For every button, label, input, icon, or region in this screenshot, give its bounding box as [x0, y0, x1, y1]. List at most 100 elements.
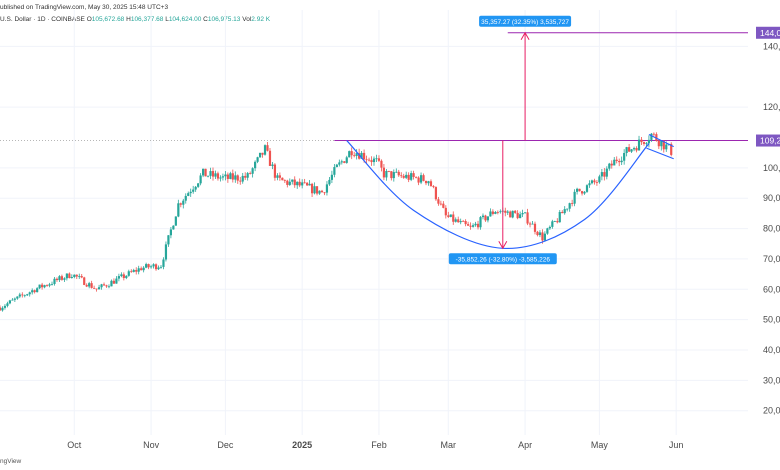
candle-body: [45, 285, 49, 286]
candle-body: [8, 300, 12, 304]
candle-body: [258, 152, 262, 158]
candle-body: [590, 180, 594, 184]
candle-body: [372, 158, 376, 163]
candle-body: [345, 157, 348, 163]
current-price-tag-box: [756, 134, 780, 147]
candle-body: [526, 212, 529, 224]
candle-body: [137, 268, 140, 272]
candle-body: [211, 171, 215, 177]
candle-body: [489, 211, 492, 217]
candle-body: [380, 160, 383, 168]
candle-body: [566, 208, 569, 210]
y-tick-label: 120,0: [763, 102, 780, 112]
candle-body: [400, 175, 403, 177]
cup-curve: [346, 140, 650, 249]
x-tick-label: Mar: [441, 440, 457, 450]
candle-body: [603, 172, 606, 177]
y-tick-label: 20,00: [763, 406, 780, 416]
candle-body: [244, 175, 247, 178]
candle-body: [474, 223, 477, 226]
candle-body: [412, 173, 415, 177]
candle-body: [469, 225, 472, 227]
candle-body: [355, 153, 358, 156]
candle-body: [132, 270, 135, 272]
candle-body: [214, 173, 217, 177]
y-tick-label: 90,00: [763, 193, 780, 203]
candle-body: [650, 133, 653, 140]
candle-body: [580, 191, 584, 194]
candle-body: [395, 171, 398, 173]
candle-body: [392, 172, 395, 179]
candle-body: [494, 212, 497, 214]
candle-body: [303, 182, 306, 184]
candle-body: [652, 133, 655, 135]
candle-body: [95, 288, 98, 290]
handle-upper-line: [648, 133, 674, 148]
candle-body: [568, 203, 571, 209]
measurement-overlays: -35,852.26 (-32.80%) -3,585,226 35,357.27…: [346, 15, 674, 265]
x-tick-label: Apr: [518, 440, 532, 450]
candle-body: [521, 213, 524, 215]
candle-body: [293, 179, 296, 186]
candle-body: [575, 188, 579, 192]
high-value: 106,377.68: [130, 16, 164, 23]
candle-body: [442, 203, 445, 208]
candle-body: [179, 203, 182, 205]
candle-body: [407, 174, 410, 180]
candle-body: [328, 179, 331, 185]
candle-body: [102, 284, 106, 286]
candle-body: [340, 161, 343, 163]
candle-body: [595, 182, 599, 184]
x-tick-label: May: [591, 440, 609, 450]
grid-lines: [0, 10, 748, 435]
candle-body: [93, 287, 96, 289]
candle-body: [249, 173, 252, 174]
candle-body: [90, 283, 93, 288]
candle-body: [519, 214, 522, 219]
candle-body: [60, 276, 64, 280]
candle-body: [662, 140, 665, 150]
candle-body: [63, 278, 66, 280]
candle-body: [33, 290, 36, 293]
candle-body: [120, 274, 123, 277]
candle-body: [563, 209, 566, 214]
candle-body: [169, 229, 173, 236]
candle-body: [231, 173, 234, 180]
symbol-info: U.S. Dollar · 1D · COINBASE: [0, 16, 85, 23]
candle-body: [315, 186, 319, 194]
candle-body: [13, 298, 16, 300]
candle-body: [65, 273, 68, 279]
candle-body: [263, 145, 267, 155]
candle-body: [637, 139, 641, 151]
x-tick-label: Nov: [143, 440, 160, 450]
candle-body: [18, 294, 21, 297]
candle-body: [556, 221, 559, 223]
candle-body: [454, 219, 457, 222]
candle-body: [97, 287, 101, 290]
candle-body: [261, 152, 264, 155]
y-tick-label: 30,00: [763, 375, 780, 385]
candle-body: [159, 266, 163, 268]
candle-body: [434, 187, 438, 200]
candle-body: [422, 175, 425, 181]
candle-body: [226, 174, 229, 179]
candle-body: [75, 274, 78, 277]
candle-body: [429, 181, 433, 187]
candle-body: [449, 214, 452, 217]
low-label: L: [165, 16, 169, 23]
x-tick-label: Oct: [67, 440, 82, 450]
candle-body: [147, 264, 150, 268]
low-value: 104,624.00: [168, 16, 202, 23]
candle-body: [541, 232, 544, 241]
candle-body: [318, 190, 321, 194]
target-label-text: 35,357.27 (32.35%) 3,535,727: [481, 19, 569, 26]
candle-body: [348, 151, 351, 158]
candle-body: [516, 212, 519, 219]
candle-body: [43, 285, 46, 288]
candle-body: [481, 215, 485, 218]
candle-body: [140, 268, 143, 271]
candle-body: [528, 223, 532, 225]
candle-body: [623, 153, 626, 161]
candle-body: [80, 276, 83, 278]
